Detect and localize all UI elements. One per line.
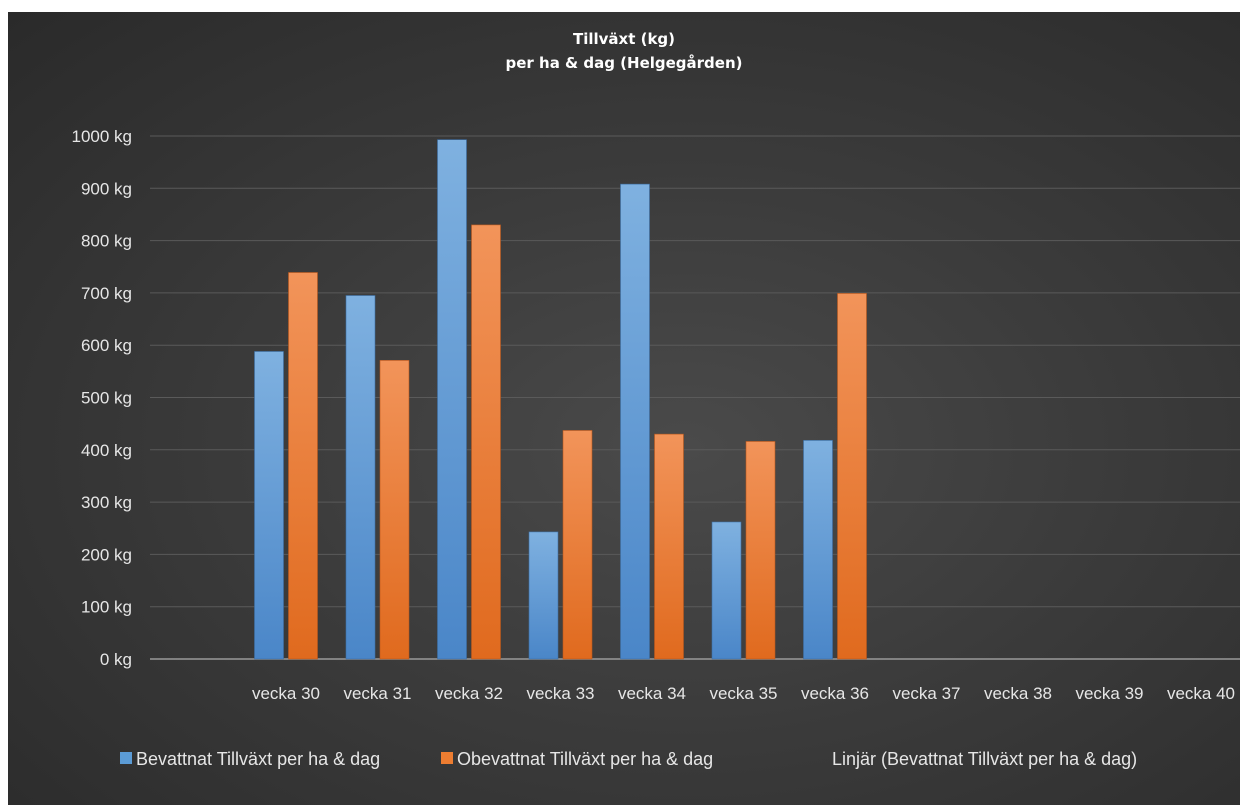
chart-container: Tillväxt (kg) per ha & dag (Helgegården)… [8, 12, 1240, 805]
y-tick-label: 100 kg [81, 598, 132, 617]
bar-obevattnat [837, 293, 867, 660]
x-tick-label: vecka 34 [618, 684, 686, 703]
y-tick-label: 200 kg [81, 545, 132, 564]
bars [254, 139, 867, 660]
x-axis-ticks: vecka 30 vecka 31 vecka 32 vecka 33 vecka 34… [252, 684, 1235, 703]
x-tick-label: vecka 30 [252, 684, 320, 703]
x-tick-label: vecka 31 [343, 684, 411, 703]
y-axis-ticks: 0 kg 100 kg 200 kg 300 kg 400 kg 500 kg 600 kg… [72, 127, 133, 669]
bar-obevattnat [654, 433, 684, 660]
x-tick-label: vecka 39 [1075, 684, 1143, 703]
bar-bevattnat [345, 295, 376, 660]
x-tick-label: vecka 35 [709, 684, 777, 703]
legend-marker [120, 752, 132, 764]
x-tick-label: vecka 36 [801, 684, 869, 703]
chart-subtitle: per ha & dag (Helgegården) [505, 54, 742, 72]
y-tick-label: 800 kg [81, 232, 132, 251]
x-tick-label: vecka 37 [892, 684, 960, 703]
bar-obevattnat [745, 441, 776, 660]
x-tick-label: vecka 38 [984, 684, 1052, 703]
legend-label: Linjär (Bevattnat Tillväxt per ha & dag) [832, 749, 1137, 769]
bar-bevattnat [528, 531, 559, 660]
legend: Bevattnat Tillväxt per ha & dag Obevattna… [120, 749, 1137, 769]
bar-bevattnat [254, 351, 284, 660]
y-tick-label: 700 kg [81, 284, 132, 303]
y-tick-label: 0 kg [100, 650, 132, 669]
gridlines [150, 135, 1240, 660]
bar-obevattnat [379, 360, 410, 660]
bar-bevattnat [437, 139, 467, 660]
x-tick-label: vecka 32 [435, 684, 503, 703]
bar-bevattnat [803, 440, 833, 660]
y-tick-label: 600 kg [81, 336, 132, 355]
y-tick-label: 400 kg [81, 441, 132, 460]
y-tick-label: 900 kg [81, 179, 132, 198]
bar-bevattnat [620, 183, 650, 660]
y-tick-label: 500 kg [81, 389, 132, 408]
bar-chart: Tillväxt (kg) per ha & dag (Helgegården)… [72, 30, 1240, 769]
y-tick-label: 300 kg [81, 493, 132, 512]
x-tick-label: vecka 33 [526, 684, 594, 703]
chart-title: Tillväxt (kg) [573, 30, 675, 48]
bar-obevattnat [471, 224, 501, 660]
bar-bevattnat [711, 521, 742, 660]
x-tick-label: vecka 40 [1167, 684, 1235, 703]
bar-obevattnat [562, 430, 593, 660]
y-tick-label: 1000 kg [72, 127, 133, 146]
legend-marker [441, 752, 453, 764]
legend-label: Bevattnat Tillväxt per ha & dag [136, 749, 380, 769]
legend-label: Obevattnat Tillväxt per ha & dag [457, 749, 713, 769]
bar-obevattnat [288, 272, 318, 660]
